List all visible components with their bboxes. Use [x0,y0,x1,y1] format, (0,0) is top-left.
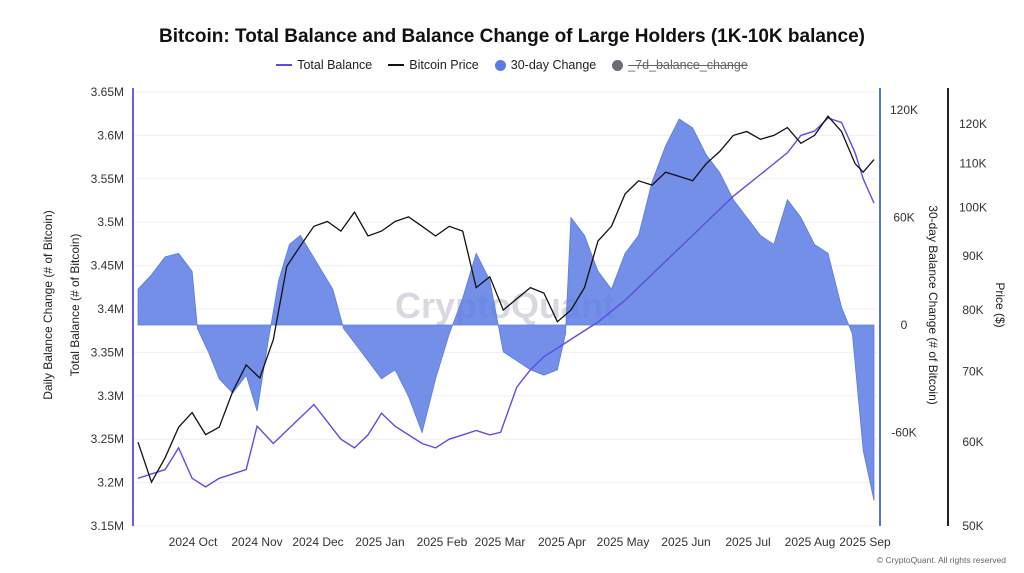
legend-label: Total Balance [297,58,373,72]
left-tick-label: 3.45M [91,259,124,273]
legend-label: Bitcoin Price [409,58,479,72]
legend-item-30-day-change[interactable]: 30-day Change [494,58,597,72]
legend-dot-icon [612,59,624,71]
left-tick-label: 3.2M [97,476,124,490]
series-total-balance-line [137,117,875,488]
legend-item-bitcoin-price[interactable]: Bitcoin Price [388,58,479,72]
x-tick-label: 2024 Nov [231,535,282,549]
change-axis-title: 30-day Balance Change (# of Bitcoin) [926,205,940,404]
change-tick-label: 120K [890,103,918,117]
legend-line-icon [388,64,405,66]
x-tick-label: 2025 Feb [417,535,468,549]
x-tick-label: 2025 Aug [785,535,836,549]
change-tick-label: 60K [893,211,914,225]
x-tick-label: 2024 Dec [292,535,343,549]
price-axis-title: Price ($) [993,282,1007,327]
left-tick-label: 3.55M [91,172,124,186]
legend-dot-icon [494,59,506,71]
chart-title: Bitcoin: Total Balance and Balance Chang… [159,26,865,47]
left-tick-label: 3.65M [91,85,124,99]
price-tick-label: 60K [962,435,983,449]
left-tick-label: 3.15M [91,519,124,533]
legend-item-total-balance[interactable]: Total Balance [276,58,372,72]
price-tick-label: 50K [962,519,983,533]
legend-label: _7d_balance_change [628,58,748,72]
legend-line-icon [276,64,293,66]
price-tick-label: 100K [959,201,987,215]
left-tick-label: 3.4M [97,302,124,316]
copyright-text: © CryptoQuant. All rights reserved [876,555,1006,565]
legend-label: 30-day Change [510,58,597,72]
legend-item-7d-balance-change[interactable]: _7d_balance_change [612,58,748,72]
price-tick-label: 90K [962,249,983,263]
left-tick-label: 3.5M [97,215,124,229]
left-outer-axis-title: Daily Balance Change (# of Bitcoin) [41,210,55,399]
x-tick-label: 2025 May [597,535,650,549]
price-tick-label: 80K [962,303,983,317]
price-tick-label: 110K [959,157,986,171]
change-tick-label: -60K [891,426,916,440]
price-tick-label: 120K [959,117,987,131]
left-tick-label: 3.25M [91,432,124,446]
x-tick-label: 2025 Jan [355,535,404,549]
x-tick-label: 2025 Jul [725,535,770,549]
left-tick-label: 3.35M [91,345,124,359]
price-tick-label: 70K [962,364,983,378]
left-tick-label: 3.3M [97,389,124,403]
left-axis-title: Total Balance (# of Bitcoin) [68,234,82,377]
x-tick-label: 2025 Apr [538,535,586,549]
x-tick-label: 2024 Oct [169,535,218,549]
x-tick-label: 2025 Sep [839,535,891,549]
series-30-day-change-area [137,118,875,501]
series-bitcoin-price-line [137,115,875,484]
x-tick-label: 2025 Mar [475,535,526,549]
chart-legend: Total Balance Bitcoin Price 30-day Chang… [0,58,1024,72]
change-tick-label: 0 [901,318,908,332]
left-tick-label: 3.6M [97,128,124,142]
x-tick-label: 2025 Jun [661,535,710,549]
